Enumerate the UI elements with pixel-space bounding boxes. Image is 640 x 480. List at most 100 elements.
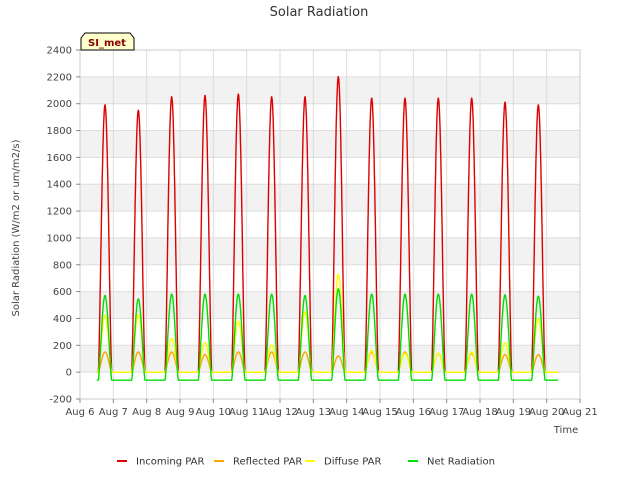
x-tick-label: Aug 17 bbox=[429, 407, 464, 418]
x-tick-label: Aug 18 bbox=[462, 407, 497, 418]
data-point bbox=[337, 76, 340, 78]
y-tick-label: 1200 bbox=[47, 207, 72, 218]
y-tick-label: 1800 bbox=[47, 126, 72, 137]
data-point bbox=[404, 293, 406, 296]
x-tick-label: Aug 8 bbox=[132, 407, 161, 418]
background-band bbox=[80, 345, 580, 373]
background-band bbox=[80, 184, 580, 212]
data-point bbox=[104, 294, 106, 297]
data-point bbox=[204, 353, 206, 356]
y-tick-label: 1600 bbox=[47, 153, 72, 164]
data-point bbox=[537, 353, 540, 356]
data-point bbox=[504, 341, 506, 344]
background-band bbox=[80, 76, 580, 104]
data-point bbox=[370, 293, 373, 296]
data-point bbox=[237, 93, 240, 96]
y-tick-label: 200 bbox=[53, 341, 72, 352]
x-tick-label: Aug 19 bbox=[496, 407, 531, 418]
y-tick-label: -200 bbox=[49, 395, 72, 406]
legend: Incoming PAR Reflected PAR Diffuse PAR Net … bbox=[117, 457, 495, 468]
x-tick-label: Aug 21 bbox=[562, 407, 597, 418]
legend-label: Incoming PAR bbox=[136, 457, 205, 468]
data-point bbox=[404, 352, 406, 355]
x-tick-label: Aug 9 bbox=[165, 407, 194, 418]
data-point bbox=[237, 293, 240, 296]
data-point bbox=[304, 351, 306, 353]
x-tick-label: Aug 12 bbox=[262, 407, 297, 418]
site-label-box: SI_met bbox=[80, 32, 135, 51]
data-point bbox=[204, 341, 206, 344]
x-tick-label: Aug 11 bbox=[229, 407, 264, 418]
legend-label: Diffuse PAR bbox=[324, 457, 381, 468]
data-point bbox=[170, 96, 173, 98]
plot-area-border bbox=[79, 49, 581, 400]
y-tick-label: 2400 bbox=[47, 46, 72, 57]
x-tick-label: Aug 16 bbox=[396, 407, 431, 418]
data-point bbox=[137, 313, 140, 316]
data-point bbox=[337, 355, 340, 357]
data-point bbox=[370, 97, 373, 100]
y-tick-label: 400 bbox=[53, 314, 72, 325]
data-point bbox=[437, 97, 440, 100]
y-tick-label: 800 bbox=[53, 260, 72, 271]
x-axis-label: Time bbox=[553, 425, 578, 436]
data-point bbox=[270, 351, 273, 353]
data-point bbox=[137, 351, 140, 353]
data-point bbox=[404, 97, 406, 100]
data-point bbox=[537, 295, 540, 298]
data-point bbox=[404, 351, 406, 353]
y-tick-label: 1000 bbox=[47, 233, 72, 244]
data-point bbox=[504, 294, 506, 296]
data-point bbox=[537, 104, 540, 106]
y-tick-label: 2000 bbox=[47, 99, 72, 110]
y-axis-label: Solar Radiation (W/m2 or um/m2/s) bbox=[11, 139, 22, 316]
data-point bbox=[270, 96, 273, 98]
legend-label: Net Radiation bbox=[427, 457, 495, 468]
y-tick-label: 1400 bbox=[47, 180, 72, 191]
data-point bbox=[504, 353, 506, 356]
data-point bbox=[204, 293, 206, 296]
data-point bbox=[337, 288, 340, 290]
data-point bbox=[270, 293, 273, 296]
x-tick-label: Aug 20 bbox=[529, 407, 564, 418]
data-point bbox=[137, 109, 140, 112]
x-tick-label: Aug 15 bbox=[362, 407, 397, 418]
series-layer bbox=[96, 76, 559, 381]
legend-label: Reflected PAR bbox=[233, 457, 302, 468]
x-tick-label: Aug 7 bbox=[99, 407, 128, 418]
x-tick-label: Aug 10 bbox=[196, 407, 231, 418]
x-tick-label: Aug 14 bbox=[329, 407, 364, 418]
data-point bbox=[337, 273, 340, 275]
y-tick-label: 0 bbox=[66, 368, 72, 379]
site-label-shape bbox=[80, 32, 135, 51]
series-line-diffuse-par bbox=[96, 273, 559, 373]
data-point bbox=[137, 298, 140, 300]
y-tick-label: 600 bbox=[53, 287, 72, 298]
data-point bbox=[537, 317, 540, 320]
data-point bbox=[270, 344, 273, 347]
series-line-incoming-par bbox=[96, 76, 559, 373]
site-label-text: SI_met bbox=[88, 38, 126, 49]
data-point bbox=[170, 351, 173, 353]
x-tick-label: Aug 6 bbox=[65, 407, 94, 418]
data-point bbox=[104, 104, 106, 106]
axes: -200 0 200 400 600 800 1000 1200 1400 1600 1800 200… bbox=[47, 46, 598, 419]
data-point bbox=[204, 94, 206, 97]
data-point bbox=[437, 293, 440, 296]
data-point bbox=[237, 320, 240, 322]
data-point bbox=[437, 352, 440, 355]
x-tick-label: Aug 13 bbox=[296, 407, 331, 418]
background-band bbox=[80, 130, 580, 158]
data-point bbox=[504, 101, 506, 104]
data-point bbox=[304, 310, 306, 313]
data-point bbox=[237, 351, 240, 353]
data-point bbox=[170, 337, 173, 340]
series-line-net-radiation bbox=[96, 288, 559, 381]
chart-title: Solar Radiation bbox=[270, 5, 369, 20]
data-point bbox=[104, 351, 106, 353]
data-point bbox=[470, 293, 473, 296]
data-point bbox=[304, 294, 306, 297]
plot-background-bands bbox=[80, 76, 580, 373]
